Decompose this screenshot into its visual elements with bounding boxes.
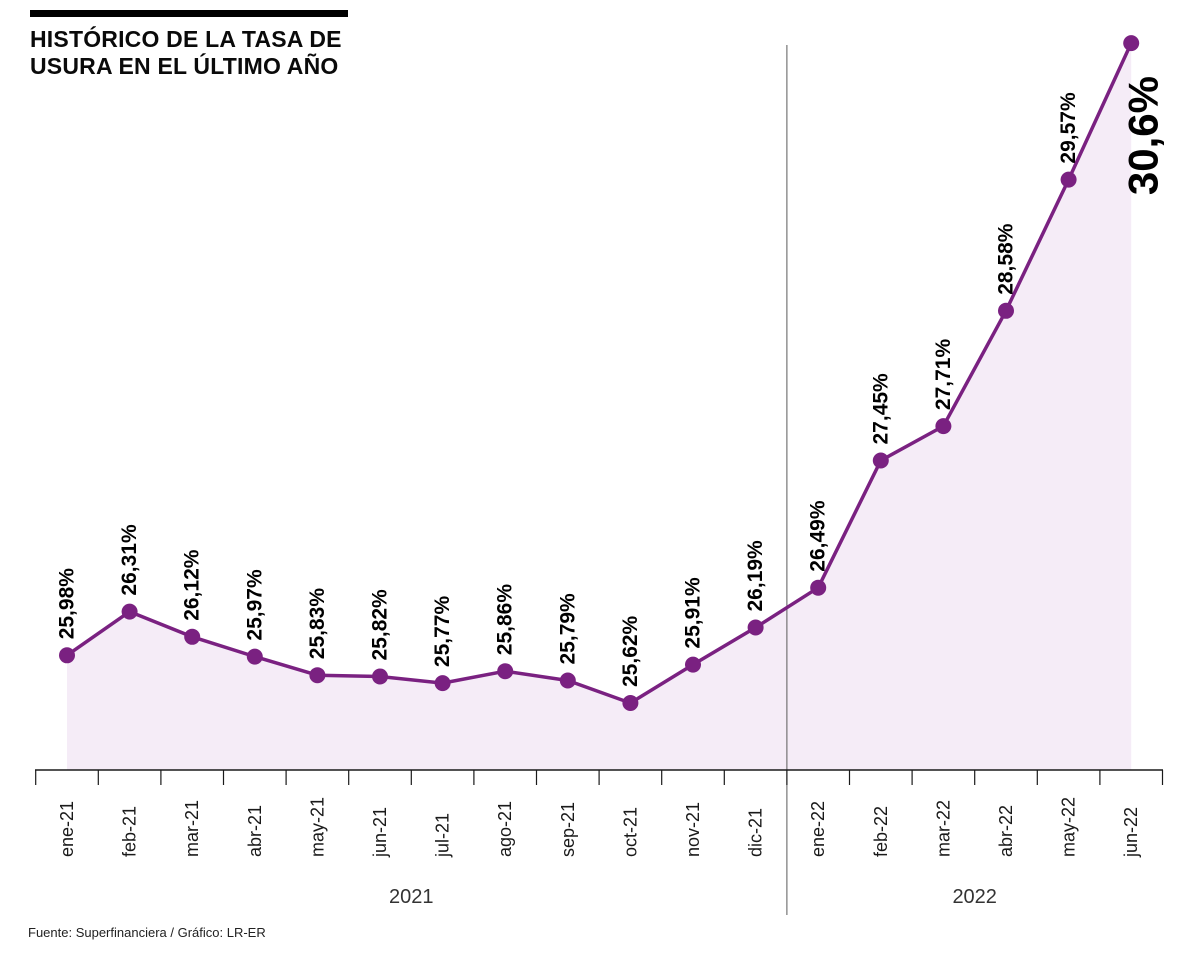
data-point (685, 656, 701, 673)
month-label: ago-21 (495, 801, 515, 857)
value-label: 25,86% (494, 584, 517, 656)
value-label: 29,57% (1057, 92, 1080, 164)
data-point (121, 603, 138, 620)
month-label: mar-22 (933, 800, 953, 857)
month-label: may-22 (1059, 797, 1079, 857)
data-point (434, 675, 451, 692)
value-label: 26,31% (118, 524, 141, 596)
data-point (184, 628, 201, 645)
month-label: dic-21 (746, 808, 766, 857)
title-rule (30, 10, 348, 17)
data-point (309, 667, 326, 684)
data-point (872, 452, 889, 469)
year-label: 2022 (952, 886, 997, 908)
title-block: HISTÓRICO DE LA TASA DE USURA EN EL ÚLTI… (30, 10, 348, 80)
month-label: jun-21 (370, 807, 390, 858)
data-point (559, 672, 576, 689)
data-point (998, 302, 1014, 319)
year-label: 2021 (389, 886, 434, 908)
value-label: 25,98% (56, 568, 79, 640)
month-label: oct-21 (620, 807, 640, 857)
month-label: jun-22 (1121, 807, 1141, 858)
month-label: feb-21 (120, 806, 140, 857)
value-label: 25,79% (556, 593, 579, 665)
value-label: 27,71% (932, 339, 955, 411)
value-label: 28,58% (995, 223, 1018, 295)
month-label: feb-22 (871, 806, 891, 857)
month-label: abr-22 (996, 805, 1016, 857)
data-point (497, 663, 514, 680)
month-label: sep-21 (558, 802, 578, 857)
value-label: 25,77% (431, 596, 454, 668)
data-point (1060, 171, 1077, 188)
value-label: 25,62% (619, 615, 642, 687)
month-label: nov-21 (683, 802, 703, 857)
page-title: HISTÓRICO DE LA TASA DE USURA EN EL ÚLTI… (30, 26, 348, 80)
data-point (622, 695, 639, 711)
data-point (246, 648, 263, 665)
value-label: 25,82% (369, 589, 392, 661)
data-point (372, 668, 388, 685)
value-label: 25,91% (682, 577, 705, 649)
area-fill (67, 43, 1132, 771)
final-value-label: 30,6% (1120, 76, 1167, 195)
month-label: ene-22 (808, 801, 828, 857)
month-label: mar-21 (182, 800, 202, 857)
data-point (747, 619, 764, 636)
value-label: 27,45% (869, 373, 892, 445)
month-label: ene-21 (57, 801, 77, 857)
value-label: 25,83% (306, 588, 329, 660)
source-credit: Fuente: Superfinanciera / Gráfico: LR-ER (28, 925, 266, 940)
page-title-line1: HISTÓRICO DE LA TASA DE (30, 26, 342, 52)
page-title-line2: USURA EN EL ÚLTIMO AÑO (30, 53, 339, 80)
value-label: 26,19% (744, 540, 767, 612)
value-label: 26,49% (807, 500, 830, 572)
month-label: abr-21 (245, 805, 265, 857)
value-label: 25,97% (243, 569, 266, 641)
data-point (935, 418, 952, 435)
data-point (59, 647, 75, 664)
data-point (810, 579, 827, 596)
month-label: may-21 (307, 797, 327, 857)
data-point (1123, 35, 1140, 52)
value-label: 26,12% (181, 549, 204, 621)
trend-line (65, 42, 1133, 705)
month-label: jul-21 (433, 813, 453, 858)
